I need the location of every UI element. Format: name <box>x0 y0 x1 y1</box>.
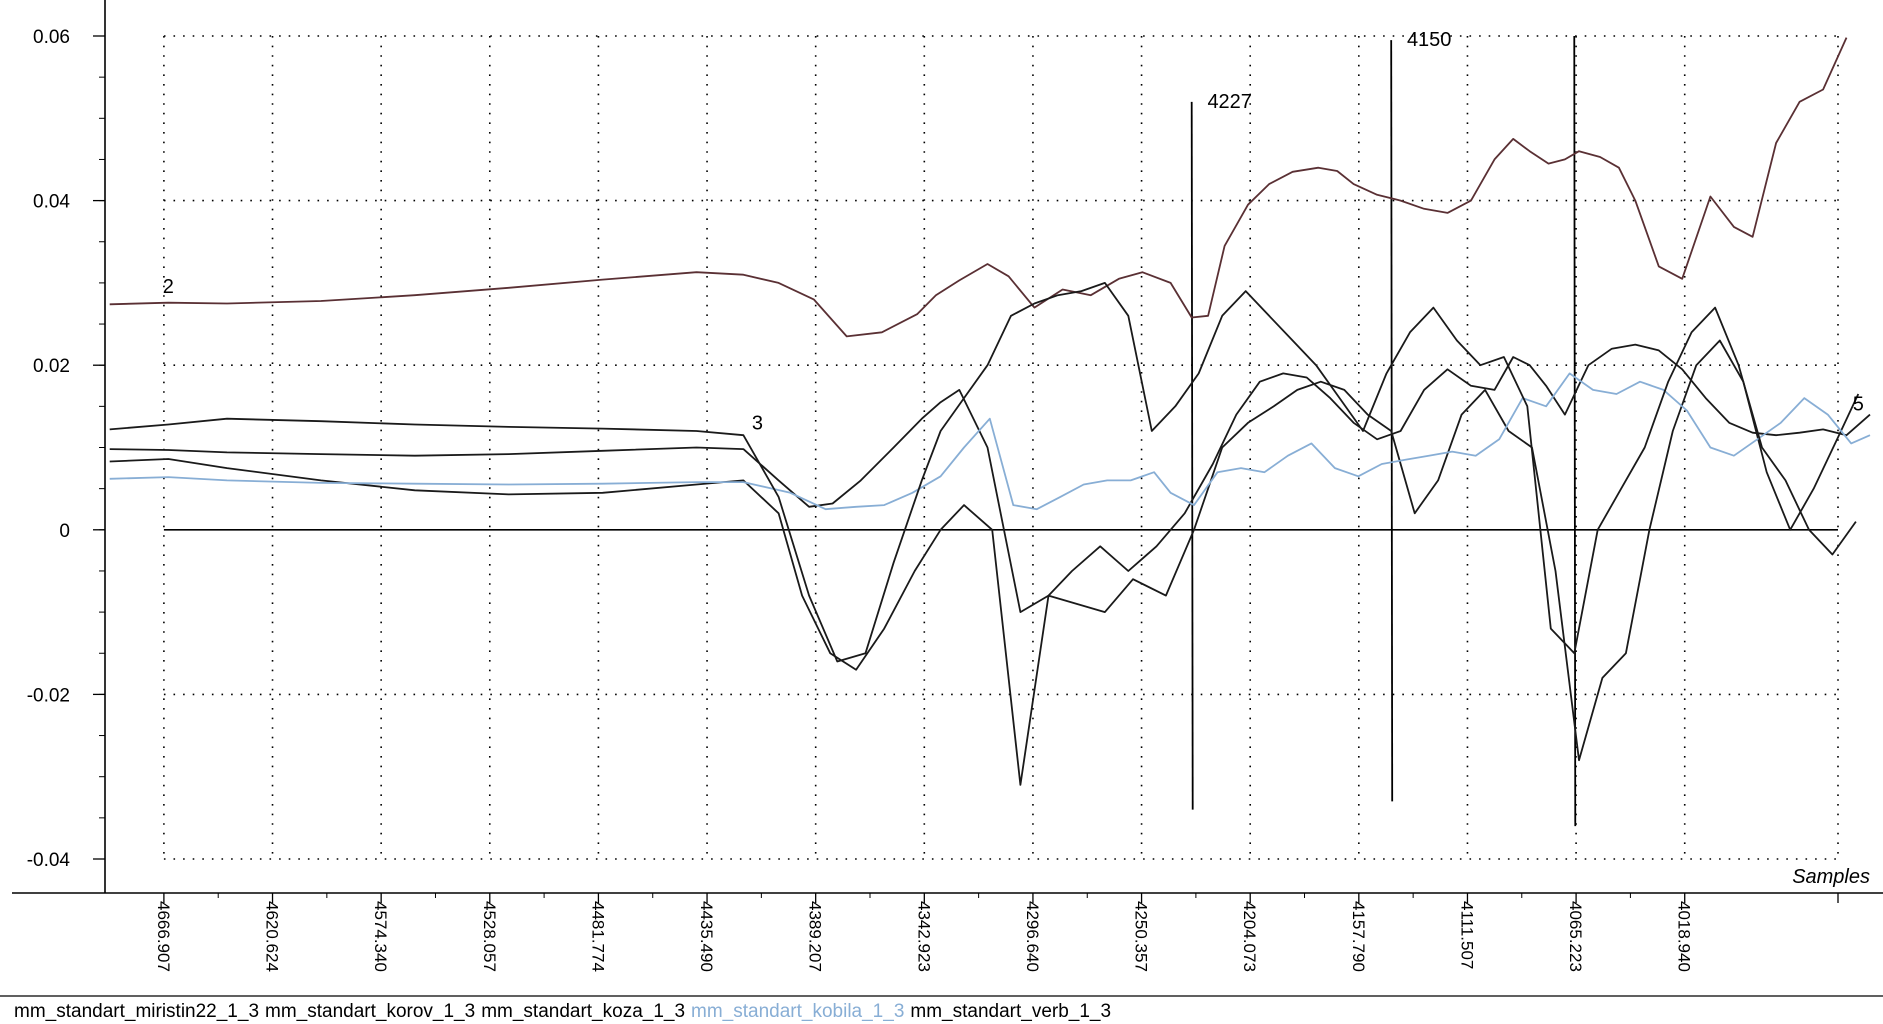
series-line <box>109 343 1871 613</box>
marker-line-label: 4150 <box>1407 29 1452 51</box>
x-tick-label: 4389.207 <box>806 901 825 972</box>
axes: 0.06 0.04 0.02 0 -0.02 -0.04 4666.907 4620.624 4… <box>0 0 1883 997</box>
y-tick-label: 0.04 <box>33 192 70 213</box>
x-tick-label: 4620.624 <box>263 901 282 972</box>
series-line <box>109 281 1857 663</box>
x-tick-label: 4157.790 <box>1349 901 1368 972</box>
y-tick-label: -0.02 <box>27 685 70 706</box>
y-tick-label: 0.06 <box>33 27 70 48</box>
marker-line-label: 4227 <box>1207 91 1252 113</box>
series-line <box>109 339 1860 786</box>
x-tick-label: 4065.223 <box>1566 901 1585 972</box>
x-tick-label: 4296.640 <box>1023 901 1042 972</box>
y-tick-label: 0.02 <box>33 356 70 377</box>
series-number-label: 3 <box>752 412 763 434</box>
marker-line <box>1390 40 1394 802</box>
legend-entry: mm_standart_miristin22_1_3 <box>14 1001 260 1022</box>
x-tick-label: 4018.940 <box>1675 901 1694 972</box>
x-tick-label: 4250.357 <box>1132 901 1151 972</box>
x-tick-label: 4666.907 <box>154 901 173 972</box>
x-axis-title: Samples <box>1792 866 1870 888</box>
x-tick-label: 4481.774 <box>588 901 607 972</box>
x-tick-label: 4528.057 <box>480 901 499 972</box>
legend-entry: mm_standart_kobila_1_3 <box>691 1001 905 1022</box>
labels: 4227 4150 2 3 5 <box>163 29 1864 434</box>
y-tick-label: -0.04 <box>27 850 71 871</box>
x-tick-label: 4574.340 <box>371 901 390 972</box>
series-line <box>109 37 1848 338</box>
marker-line <box>1190 101 1194 810</box>
y-tick-label: 0 <box>59 521 70 542</box>
legend: mm_standart_miristin22_1_3 mm_standart_ko… <box>14 1001 1117 1023</box>
marker-line <box>1573 35 1577 827</box>
legend-entry: mm_standart_korov_1_3 <box>265 1001 476 1022</box>
series-number-label: 2 <box>163 276 174 298</box>
legend-entry: mm_standart_verb_1_3 <box>910 1001 1112 1022</box>
x-tick-label: 4342.923 <box>914 901 933 972</box>
x-tick-label: 4204.073 <box>1240 901 1259 972</box>
x-tick-label: 4435.490 <box>697 901 716 972</box>
x-tick-label: 4111.507 <box>1457 901 1476 969</box>
legend-entry: mm_standart_koza_1_3 <box>481 1001 686 1022</box>
marker-lines <box>1190 35 1577 827</box>
series-number-label: 5 <box>1853 393 1864 415</box>
grid <box>163 35 1839 860</box>
series-group <box>109 37 1871 786</box>
series-line <box>109 372 1871 511</box>
